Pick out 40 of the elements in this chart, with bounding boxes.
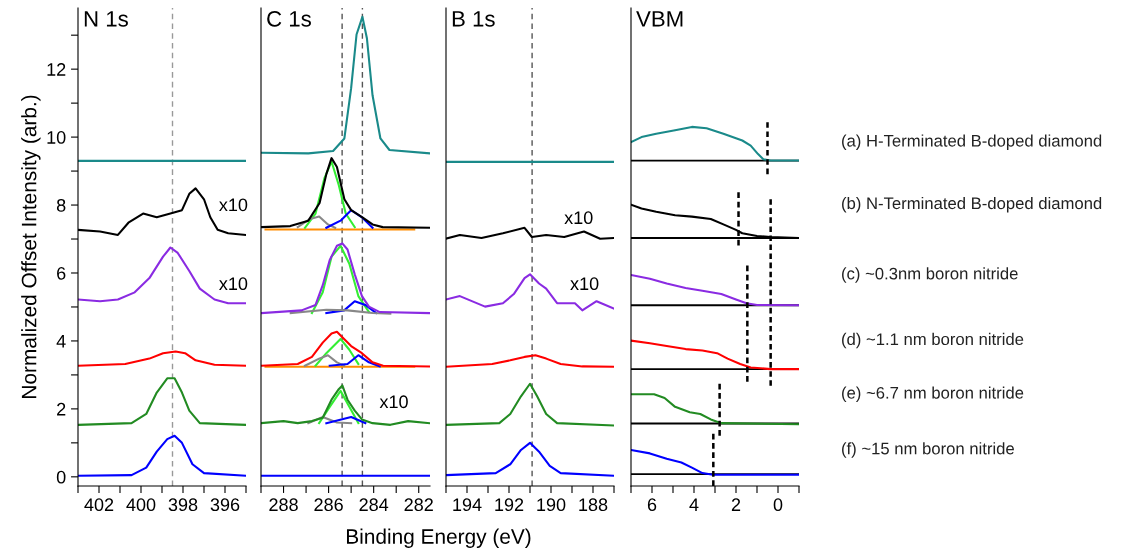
y-tick-label: 6 bbox=[57, 266, 66, 280]
x-axis-title: Binding Energy (eV) bbox=[346, 528, 531, 548]
x-tick-label: 402 bbox=[84, 498, 114, 512]
annotation: x10 bbox=[219, 277, 248, 291]
x-tick-label: 194 bbox=[453, 498, 482, 512]
x-tick-label: 2 bbox=[731, 498, 741, 511]
annotation: x10 bbox=[570, 277, 599, 291]
x-tick-label: 284 bbox=[359, 498, 389, 512]
y-axis-title: Normalized Offset Intensity (arb.) bbox=[21, 95, 41, 398]
y-tick-label: 4 bbox=[56, 335, 66, 348]
chart-title: B 1s bbox=[452, 11, 495, 27]
annotation: x10 bbox=[564, 211, 593, 225]
annotation: x10 bbox=[219, 198, 248, 212]
x-tick-label: 286 bbox=[314, 498, 343, 512]
chart-title: N 1s bbox=[84, 11, 128, 27]
x-tick-label: 400 bbox=[126, 498, 156, 512]
x-tick-label: 6 bbox=[647, 498, 657, 512]
x-tick-label: 282 bbox=[404, 498, 433, 512]
x-tick-label: 288 bbox=[269, 498, 298, 512]
text: (a) H-Terminated B-doped diamond bbox=[842, 134, 1102, 150]
y-tick-label: 8 bbox=[56, 198, 66, 212]
text: (b) N-Terminated B-doped diamond bbox=[842, 196, 1102, 213]
x-tick-label: 396 bbox=[210, 498, 240, 512]
y-tick-label: 12 bbox=[47, 63, 66, 76]
text: (d) ~1.1 nm boron nitride bbox=[842, 332, 1024, 349]
x-tick-label: 192 bbox=[495, 498, 524, 512]
x-tick-label: 398 bbox=[168, 498, 198, 512]
y-tick-label: 0 bbox=[56, 470, 66, 484]
y-tick-label: 2 bbox=[57, 402, 66, 416]
y-tick-label: 10 bbox=[47, 131, 66, 144]
text: (e) ~6.7 nm boron nitride bbox=[842, 386, 1024, 403]
chart-title: C 1s bbox=[267, 10, 311, 27]
text: (f) ~15 nm boron nitride bbox=[842, 442, 1014, 458]
chart-title: VBM bbox=[636, 11, 683, 27]
x-tick-label: 4 bbox=[689, 498, 699, 511]
text: (c) ~0.3nm boron nitride bbox=[842, 267, 1018, 283]
annotation: x10 bbox=[379, 395, 408, 409]
x-tick-label: 188 bbox=[579, 498, 608, 512]
x-tick-label: 190 bbox=[537, 498, 566, 512]
x-tick-label: 0 bbox=[773, 498, 783, 512]
